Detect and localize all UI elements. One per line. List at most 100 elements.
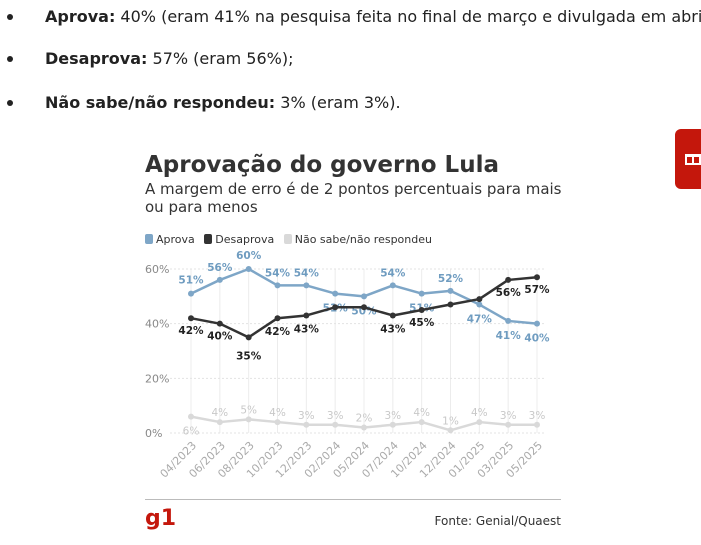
data-point <box>216 276 223 283</box>
data-point <box>505 317 512 324</box>
data-label: 5% <box>240 404 257 416</box>
data-point <box>245 416 252 423</box>
data-label: 3% <box>529 410 546 422</box>
data-point <box>476 419 483 426</box>
data-label: 45% <box>409 317 435 329</box>
data-point <box>303 421 310 428</box>
data-point <box>534 274 540 281</box>
data-label: 4% <box>211 407 228 419</box>
bullet-item: Não sabe/não respondeu: 3% (eram 3%). <box>0 88 701 118</box>
footer-divider <box>145 499 561 500</box>
legend-label: Aprova <box>156 233 195 246</box>
data-point <box>303 282 310 289</box>
data-label: 51% <box>178 275 204 287</box>
data-label: 3% <box>384 410 401 422</box>
data-point <box>447 287 454 294</box>
data-label: 3% <box>327 410 344 422</box>
legend-label: Desaprova <box>215 233 275 246</box>
y-tick-label: 40% <box>145 318 169 331</box>
data-point <box>505 421 512 428</box>
data-label: 6% <box>183 426 200 438</box>
bullet-rest: 57% (eram 56%); <box>147 49 294 68</box>
data-point <box>216 320 223 327</box>
bullet-rest: 40% (eram 41% na pesquisa feita no final… <box>115 7 701 26</box>
data-point <box>274 315 281 322</box>
data-point <box>476 301 483 308</box>
data-label: 56% <box>496 287 522 299</box>
legend-label: Não sabe/não respondeu <box>294 233 432 246</box>
data-point <box>389 312 396 319</box>
data-label: 47% <box>467 314 493 326</box>
data-point <box>188 315 194 322</box>
legend-swatch <box>204 234 213 244</box>
y-tick-label: 20% <box>145 372 169 385</box>
bullet-bold: Aprova: <box>45 7 116 26</box>
data-label: 40% <box>207 331 233 343</box>
data-point <box>476 296 483 303</box>
data-label: 60% <box>236 250 262 262</box>
data-point <box>361 424 367 431</box>
data-point <box>389 421 396 428</box>
data-label: 4% <box>413 407 430 419</box>
y-tick-label: 0% <box>145 427 162 440</box>
data-point <box>505 276 512 283</box>
bullet-dot <box>7 100 13 106</box>
bullet-rest: 3% (eram 3%). <box>275 93 401 112</box>
side-widget-tab[interactable] <box>675 129 701 189</box>
data-point <box>361 304 367 311</box>
data-point <box>188 290 194 297</box>
data-label: 42% <box>265 326 291 338</box>
legend-item-desaprova: Desaprova <box>204 233 274 246</box>
data-label: 40% <box>524 333 550 345</box>
legend-swatch <box>283 234 292 244</box>
data-label: 3% <box>298 410 315 422</box>
legend-item-nao-sabe: Não sabe/não respondeu <box>283 233 432 246</box>
data-point <box>447 301 454 308</box>
data-point <box>418 419 425 426</box>
data-point <box>245 334 252 341</box>
data-point <box>418 290 425 297</box>
data-label: 35% <box>236 350 262 362</box>
data-label: 42% <box>178 325 204 337</box>
data-label: 43% <box>380 323 406 335</box>
data-label: 4% <box>471 407 488 419</box>
gift-icon <box>685 154 701 165</box>
bullet-dot <box>7 14 13 20</box>
data-point <box>389 282 396 289</box>
data-point <box>361 293 367 300</box>
data-point <box>274 419 281 426</box>
data-point <box>332 290 339 297</box>
bullet-item: Aprova: 40% (eram 41% na pesquisa feita … <box>0 2 701 32</box>
data-label: 43% <box>294 323 320 335</box>
bullet-bold: Desaprova: <box>45 49 148 68</box>
data-point <box>274 282 281 289</box>
data-point <box>303 312 310 319</box>
bullet-text: Aprova: 40% (eram 41% na pesquisa feita … <box>45 2 701 32</box>
data-label: 57% <box>524 284 550 296</box>
data-point <box>188 413 194 420</box>
data-label: 54% <box>380 267 406 279</box>
data-label: 52% <box>438 273 464 285</box>
data-label: 54% <box>265 267 291 279</box>
data-point <box>534 320 540 327</box>
source-note: Fonte: Genial/Quaest <box>434 514 561 528</box>
legend-swatch <box>145 234 153 244</box>
data-label: 56% <box>207 262 233 274</box>
data-point <box>447 427 454 434</box>
bullet-text: Desaprova: 57% (eram 56%); <box>45 44 294 74</box>
bullet-bold: Não sabe/não respondeu: <box>45 93 276 112</box>
bullet-dot <box>7 56 13 62</box>
data-point <box>332 421 339 428</box>
chart-subtitle: A margem de erro é de 2 pontos percentua… <box>145 180 562 216</box>
data-point <box>216 419 223 426</box>
data-label: 4% <box>269 407 286 419</box>
data-point <box>245 266 252 272</box>
data-point <box>332 304 339 311</box>
g1-logo: g1 <box>145 506 177 531</box>
legend-item-aprova: Aprova <box>145 233 195 246</box>
data-point <box>534 421 540 428</box>
data-point <box>418 307 425 313</box>
y-tick-label: 60% <box>145 263 169 276</box>
bullet-text: Não sabe/não respondeu: 3% (eram 3%). <box>45 88 401 118</box>
